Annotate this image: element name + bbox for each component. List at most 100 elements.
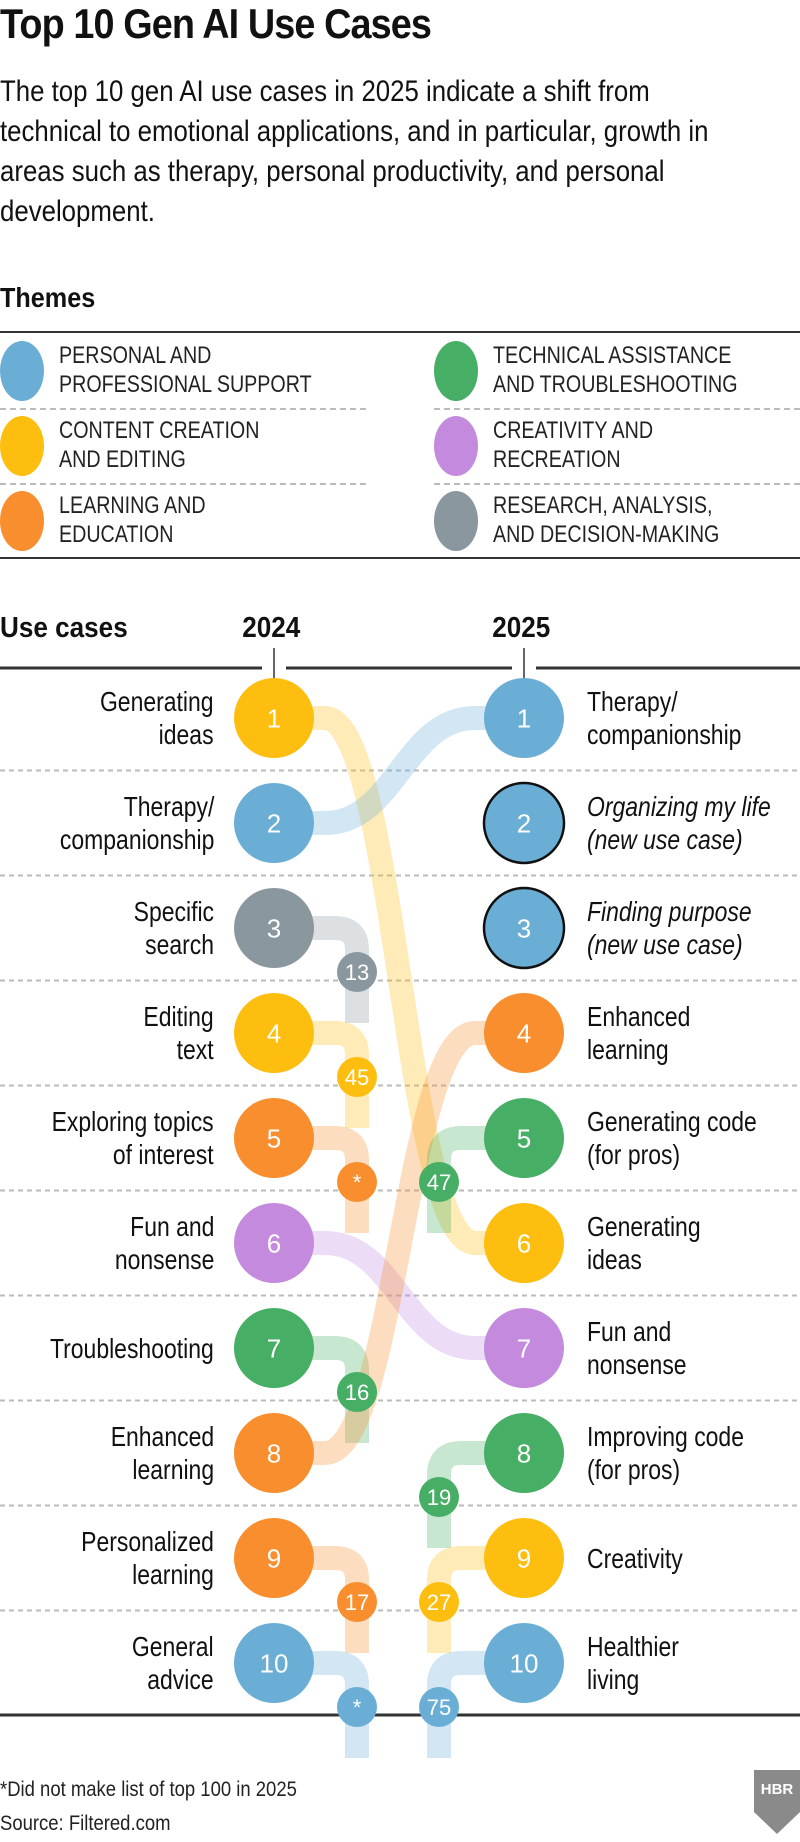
rank-2024-badge	[419, 1477, 459, 1517]
rank-2025-badge-label: 13	[345, 960, 369, 985]
rank-2025-circle	[484, 1308, 564, 1388]
rank-2025-circle	[484, 1098, 564, 1178]
drop-off-ribbon	[274, 1336, 369, 1443]
rank-2025-circle-label: 9	[517, 1543, 531, 1573]
source: Source: Filtered.com	[0, 1812, 171, 1835]
rank-change-ribbon	[274, 1231, 524, 1360]
theme-dot-learning	[0, 491, 44, 551]
rank-2024-circle-label: 8	[267, 1438, 281, 1468]
new-entry-ribbon	[427, 1126, 524, 1233]
rank-2025-circle-label: 7	[517, 1333, 531, 1363]
rank-2024-badge-label: 75	[427, 1695, 451, 1720]
legend-top-rule	[0, 331, 800, 333]
use-case-label-2024: Exploring topics of interest	[51, 1106, 214, 1170]
use-case-label-2025: Finding purpose (new use case)	[587, 896, 752, 960]
use-case-label-2025: Generating code (for pros)	[587, 1106, 757, 1170]
rank-2024-circle	[234, 888, 314, 968]
rank-2025-circle	[484, 1203, 564, 1283]
rank-2025-badge	[337, 1582, 377, 1622]
rank-2024-circle-label: 4	[267, 1018, 281, 1048]
use-case-label-2024: Specific search	[133, 896, 214, 960]
theme-dot-research	[434, 491, 478, 551]
use-case-label-2024: Personalized learning	[81, 1526, 214, 1590]
rank-2025-badge	[337, 1687, 377, 1727]
hbr-logo: HBR	[754, 1770, 800, 1834]
svg-text:HBR: HBR	[761, 1781, 794, 1798]
rank-2025-circle	[482, 886, 566, 970]
rank-2024-circle-label: 1	[267, 703, 281, 733]
new-entry-ribbon	[427, 1546, 524, 1653]
subtitle: The top 10 gen AI use cases in 2025 indi…	[0, 75, 709, 228]
use-case-label-2024: Troubleshooting	[50, 1332, 214, 1364]
theme-dot-creativity	[434, 416, 478, 476]
rank-change-ribbon	[274, 1021, 524, 1465]
rank-2024-circle-label: 7	[267, 1333, 281, 1363]
rank-2025-circle-label: 8	[517, 1438, 531, 1468]
rank-2025-circle	[484, 993, 564, 1073]
rank-change-ribbon	[274, 706, 524, 835]
rank-2024-circle-label: 3	[267, 913, 281, 943]
rank-2025-badge-label: 45	[345, 1065, 369, 1090]
rank-2025-circle-label: 5	[517, 1123, 531, 1153]
legend-bottom-rule	[0, 557, 800, 559]
rank-2025-circle-label: 3	[517, 913, 531, 943]
legend-divider	[0, 483, 366, 485]
year-2025-heading: 2025	[492, 612, 551, 644]
rank-2025-circle	[484, 1623, 564, 1703]
rank-2025-circle	[482, 781, 566, 865]
drop-off-ribbon	[274, 1546, 369, 1653]
use-case-label-2024: Therapy/ companionship	[59, 791, 214, 855]
drop-off-ribbon	[274, 1126, 369, 1233]
use-case-label-2025: Creativity	[587, 1542, 683, 1574]
rank-2024-badge	[419, 1162, 459, 1202]
rank-2025-circle-label: 4	[517, 1018, 531, 1048]
theme-dot-technical	[434, 341, 478, 401]
rank-2024-circle-label: 10	[260, 1648, 289, 1678]
new-entry-ribbon	[427, 1651, 524, 1758]
use-case-label-2025: Therapy/ companionship	[587, 686, 742, 750]
legend-divider	[434, 408, 800, 410]
rank-2025-badge-label: *	[353, 1695, 362, 1720]
use-case-label-2024: General advice	[132, 1631, 214, 1695]
theme-dot-content	[0, 416, 44, 476]
rank-change-ribbon	[274, 706, 524, 1255]
rank-2024-circle	[234, 1413, 314, 1493]
rank-2024-circle	[234, 1098, 314, 1178]
rank-2024-circle	[234, 678, 314, 758]
theme-label-personal: PERSONAL AND PROFESSIONAL SUPPORT	[59, 342, 312, 398]
themes-heading: Themes	[0, 282, 96, 313]
legend-divider	[0, 408, 366, 410]
rank-2024-badge	[419, 1687, 459, 1727]
rank-2024-badge-label: 19	[427, 1485, 451, 1510]
page-title: Top 10 Gen AI Use Cases	[0, 0, 432, 47]
use-case-label-2024: Fun and nonsense	[114, 1211, 214, 1275]
year-2024-heading: 2024	[242, 612, 301, 644]
rank-2025-circle	[484, 678, 564, 758]
rank-2025-circle-label: 10	[510, 1648, 539, 1678]
rank-2025-badge	[337, 1057, 377, 1097]
rank-2025-circle	[484, 1518, 564, 1598]
theme-dot-personal	[0, 341, 44, 401]
rank-2025-badge-label: *	[353, 1170, 362, 1195]
rank-2024-badge-label: 47	[427, 1170, 451, 1195]
drop-off-ribbon	[274, 1021, 369, 1128]
drop-off-ribbon	[274, 1651, 369, 1758]
rank-2024-badge-label: 27	[427, 1590, 451, 1615]
use-case-label-2025: Organizing my life (new use case)	[587, 791, 771, 855]
rank-2025-badge	[337, 952, 377, 992]
rank-2025-circle	[484, 1413, 564, 1493]
rank-2025-badge-label: 17	[345, 1590, 369, 1615]
rank-2024-circle-label: 2	[267, 808, 281, 838]
new-entry-ribbon	[427, 1441, 524, 1548]
rank-2025-circle-label: 2	[517, 808, 531, 838]
use-cases-heading: Use cases	[0, 612, 128, 644]
rank-2024-circle	[234, 783, 314, 863]
drop-off-ribbon	[274, 916, 369, 1023]
rank-2024-circle-label: 6	[267, 1228, 281, 1258]
rank-2025-badge	[337, 1372, 377, 1412]
theme-label-research: RESEARCH, ANALYSIS, AND DECISION-MAKING	[493, 492, 720, 548]
use-case-label-2024: Generating ideas	[100, 686, 214, 750]
use-case-label-2025: Healthier living	[587, 1631, 679, 1695]
rank-2024-circle-label: 5	[267, 1123, 281, 1153]
